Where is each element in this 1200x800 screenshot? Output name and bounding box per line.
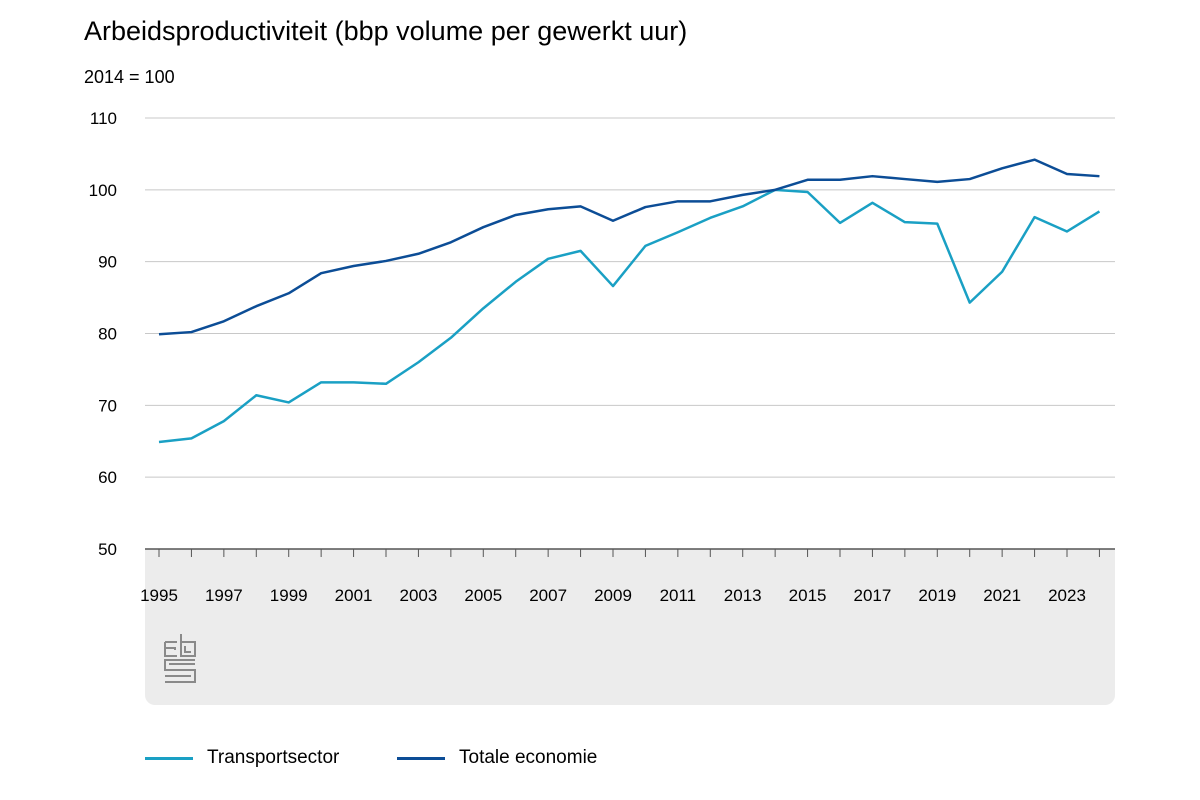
chart-title: Arbeidsproductiviteit (bbp volume per ge… <box>84 16 688 46</box>
y-tick-label: 80 <box>98 325 117 344</box>
x-tick-label: 2015 <box>789 586 827 605</box>
x-tick-label: 1997 <box>205 586 243 605</box>
footer-panel <box>145 549 1115 705</box>
y-tick-label: 90 <box>98 253 117 272</box>
x-tick-label: 2013 <box>724 586 762 605</box>
x-tick-label: 2023 <box>1048 586 1086 605</box>
chart-subtitle: 2014 = 100 <box>84 67 175 87</box>
legend-item-totale-economie[interactable]: Totale economie <box>397 747 597 769</box>
x-tick-label: 2003 <box>400 586 438 605</box>
y-tick-label: 110 <box>90 109 117 128</box>
x-tick-label: 2011 <box>660 586 697 605</box>
y-tick-label: 60 <box>98 468 117 487</box>
legend-label: Totale economie <box>459 747 598 768</box>
x-tick-label: 2021 <box>983 586 1021 605</box>
x-tick-label: 2005 <box>464 586 502 605</box>
x-tick-label: 1995 <box>140 586 178 605</box>
series-line-transportsector <box>158 188 1101 444</box>
legend-swatch <box>397 756 445 760</box>
x-tick-label: 2009 <box>594 586 632 605</box>
x-tick-label: 2007 <box>529 586 567 605</box>
y-tick-label: 100 <box>89 181 117 200</box>
x-tick-label: 2001 <box>335 586 373 605</box>
series-line-totale-economie <box>158 158 1100 336</box>
cbs-logo-icon <box>164 634 196 683</box>
x-tick-label: 2019 <box>918 586 956 605</box>
legend-label: Transportsector <box>207 747 340 768</box>
y-tick-label: 50 <box>98 540 117 559</box>
x-tick-label: 1999 <box>270 586 308 605</box>
y-tick-label: 70 <box>98 396 117 415</box>
legend-swatch <box>145 756 193 760</box>
x-tick-label: 2017 <box>854 586 892 605</box>
legend-item-transportsector[interactable]: Transportsector <box>145 747 339 769</box>
